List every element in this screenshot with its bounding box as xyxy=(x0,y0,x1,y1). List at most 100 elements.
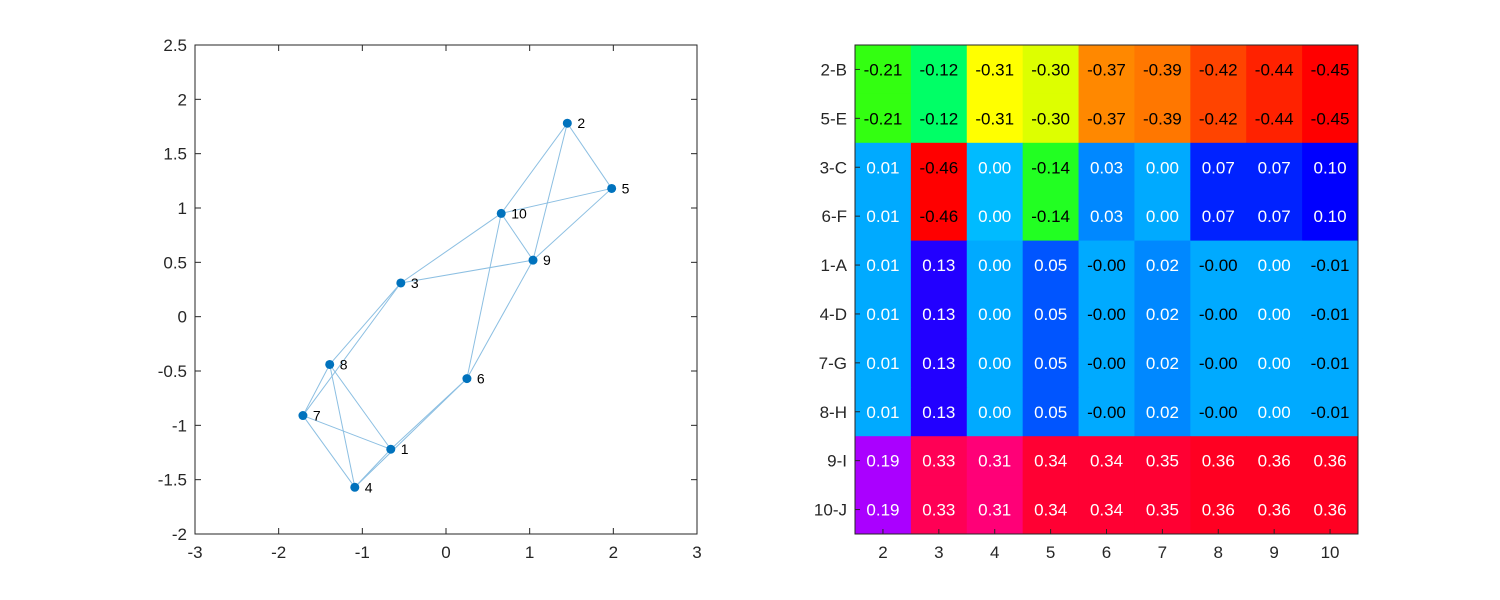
heatmap-cell xyxy=(1302,93,1359,144)
graph-node xyxy=(462,374,472,384)
heatmap-cell-value: 0.02 xyxy=(1146,354,1179,373)
graph-edge xyxy=(466,213,502,379)
graph-edge xyxy=(302,415,391,450)
heatmap-cell-value: 0.13 xyxy=(922,403,955,422)
graph-node xyxy=(325,359,335,369)
heatmap-cell-value: 0.01 xyxy=(866,354,899,373)
heatmap-cell-value: 0.01 xyxy=(866,207,899,226)
graph-node-label: 4 xyxy=(365,479,373,495)
heatmap-cell xyxy=(1302,436,1359,486)
graph-node-label: 2 xyxy=(577,115,585,131)
heatmap-cell xyxy=(1302,289,1359,339)
heatmap-cell xyxy=(1022,45,1080,95)
heatmap-column-label: 4 xyxy=(990,543,999,562)
heatmap-cell xyxy=(1078,387,1135,437)
heatmap-cell xyxy=(1134,240,1191,290)
y-tick-label: 2.5 xyxy=(163,36,187,55)
heatmap-cell-value: 0.05 xyxy=(1034,256,1067,275)
graph-edge xyxy=(500,213,534,261)
graph-edge xyxy=(532,123,568,261)
heatmap-column-label: 5 xyxy=(1046,543,1055,562)
heatmap-cell-value: 0.34 xyxy=(1090,452,1123,471)
heatmap-cell-value: -0.00 xyxy=(1087,256,1126,275)
heatmap-cell xyxy=(1246,191,1303,242)
heatmap-cell-value: 0.00 xyxy=(1258,354,1291,373)
graph-edge xyxy=(566,122,613,189)
heatmap-row-label: 1-A xyxy=(821,256,848,275)
graph-node xyxy=(350,482,360,492)
heatmap-cell xyxy=(1302,387,1359,437)
heatmap-cell xyxy=(1246,45,1303,95)
y-tick-label: -1.5 xyxy=(158,471,187,490)
graph-node-label: 3 xyxy=(411,275,419,291)
heatmap-cell xyxy=(1302,191,1359,242)
heatmap-cell-value: -0.14 xyxy=(1031,207,1070,226)
heatmap-cell-value: -0.01 xyxy=(1311,354,1350,373)
heatmap-cell xyxy=(855,240,912,290)
graph-edge xyxy=(400,259,534,284)
heatmap-cell-value: 0.00 xyxy=(1146,158,1179,177)
heatmap-cell xyxy=(855,45,912,95)
heatmap-cell xyxy=(855,93,912,144)
graph-node-label: 1 xyxy=(401,441,409,457)
heatmap-cell xyxy=(1078,289,1135,339)
heatmap-cell xyxy=(1246,289,1303,339)
heatmap-cell xyxy=(1022,387,1080,437)
x-tick-label: 3 xyxy=(692,543,701,562)
y-tick-label: 1 xyxy=(178,199,187,218)
heatmap-cell-value: 0.01 xyxy=(866,305,899,324)
heatmap-cell xyxy=(1022,191,1080,242)
heatmap-cell xyxy=(1190,387,1247,437)
heatmap-cell-value: 0.05 xyxy=(1034,305,1067,324)
heatmap-cell xyxy=(1134,45,1191,95)
graph-node xyxy=(528,255,538,265)
y-tick-label: -0.5 xyxy=(158,362,187,381)
heatmap-cell xyxy=(1246,142,1303,193)
graph-plot-frame xyxy=(194,44,698,535)
heatmap-cell xyxy=(1134,387,1191,437)
graph-node xyxy=(386,444,396,454)
heatmap-cell-value: 0.07 xyxy=(1202,158,1235,177)
heatmap-cell-value: 0.10 xyxy=(1314,158,1347,177)
heatmap-cell xyxy=(966,93,1024,144)
graph-plot-panel: -3 -2 -1 0 1 2 32.521.510.50-0.5-1-1.5-2 12345… xyxy=(158,36,702,562)
heatmap-cell xyxy=(1246,387,1303,437)
heatmap-cell-value: -0.44 xyxy=(1255,109,1294,128)
heatmap-row-label: 2-B xyxy=(821,60,847,79)
x-tick-label: 1 xyxy=(525,543,534,562)
graph-node xyxy=(562,118,572,128)
graph-edge xyxy=(329,364,356,488)
heatmap-cell xyxy=(855,485,912,535)
y-tick-label: -2 xyxy=(172,525,187,544)
heatmap-cell-value: 0.36 xyxy=(1258,501,1291,520)
heatmap-column-label: 2 xyxy=(878,543,887,562)
heatmap-cell xyxy=(1134,338,1191,388)
graph-node-label: 10 xyxy=(511,205,527,221)
heatmap-row-label: 7-G xyxy=(819,354,847,373)
heatmap-cell-value: 0.03 xyxy=(1090,158,1123,177)
heatmap-cell xyxy=(1190,191,1247,242)
heatmap-cell-value: -0.21 xyxy=(864,60,903,79)
heatmap-cell-value: -0.30 xyxy=(1031,109,1070,128)
heatmap-cell xyxy=(1022,338,1080,388)
graph-edge xyxy=(532,188,612,261)
graph-node-label: 7 xyxy=(313,408,321,424)
heatmap-cell-value: -0.01 xyxy=(1311,256,1350,275)
heatmap-cell xyxy=(855,142,912,193)
heatmap-cell xyxy=(1078,485,1135,535)
heatmap-cell-value: 0.36 xyxy=(1258,452,1291,471)
y-tick-label: 2 xyxy=(178,90,187,109)
heatmap-cell-value: 0.07 xyxy=(1202,207,1235,226)
heatmap-cell xyxy=(1134,191,1191,242)
heatmap-cell xyxy=(1078,142,1135,193)
heatmap-cell xyxy=(910,191,968,242)
heatmap-cell xyxy=(1302,142,1359,193)
heatmap-cell-value: 0.00 xyxy=(978,354,1011,373)
heatmap-cell xyxy=(855,289,912,339)
heatmap-cell xyxy=(1022,436,1080,486)
x-tick-label: -3 xyxy=(187,543,202,562)
heatmap-cell-value: 0.01 xyxy=(866,158,899,177)
heatmap-cell-value: 0.34 xyxy=(1090,501,1123,520)
heatmap-cell xyxy=(1022,485,1080,535)
heatmap-cell xyxy=(1190,436,1247,486)
